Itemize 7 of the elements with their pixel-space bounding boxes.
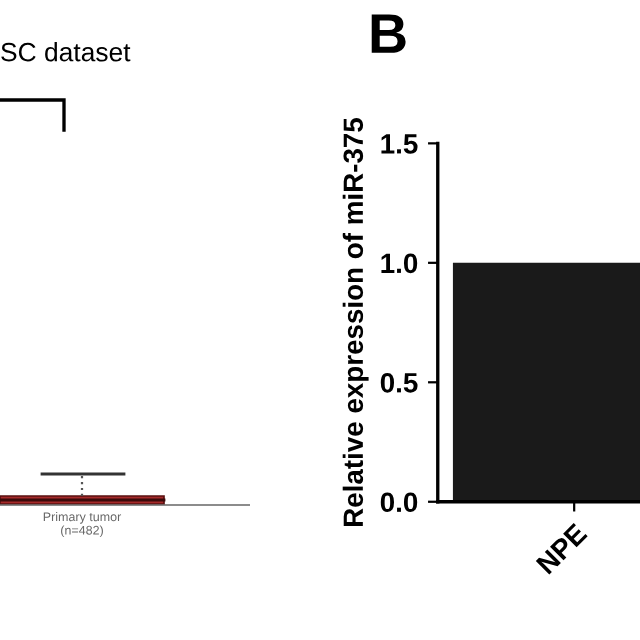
chart-title: B [371, 14, 406, 53]
text: SC dataset [1, 42, 131, 62]
y-axis-title: Relative expression of miR-375 [342, 117, 369, 527]
y-tick-label: 0.0 [380, 492, 418, 513]
y-tick-label: 1.0 [381, 253, 418, 274]
y-tick-label: 1.5 [381, 134, 418, 154]
y-tick-label: 0.5 [380, 372, 418, 393]
